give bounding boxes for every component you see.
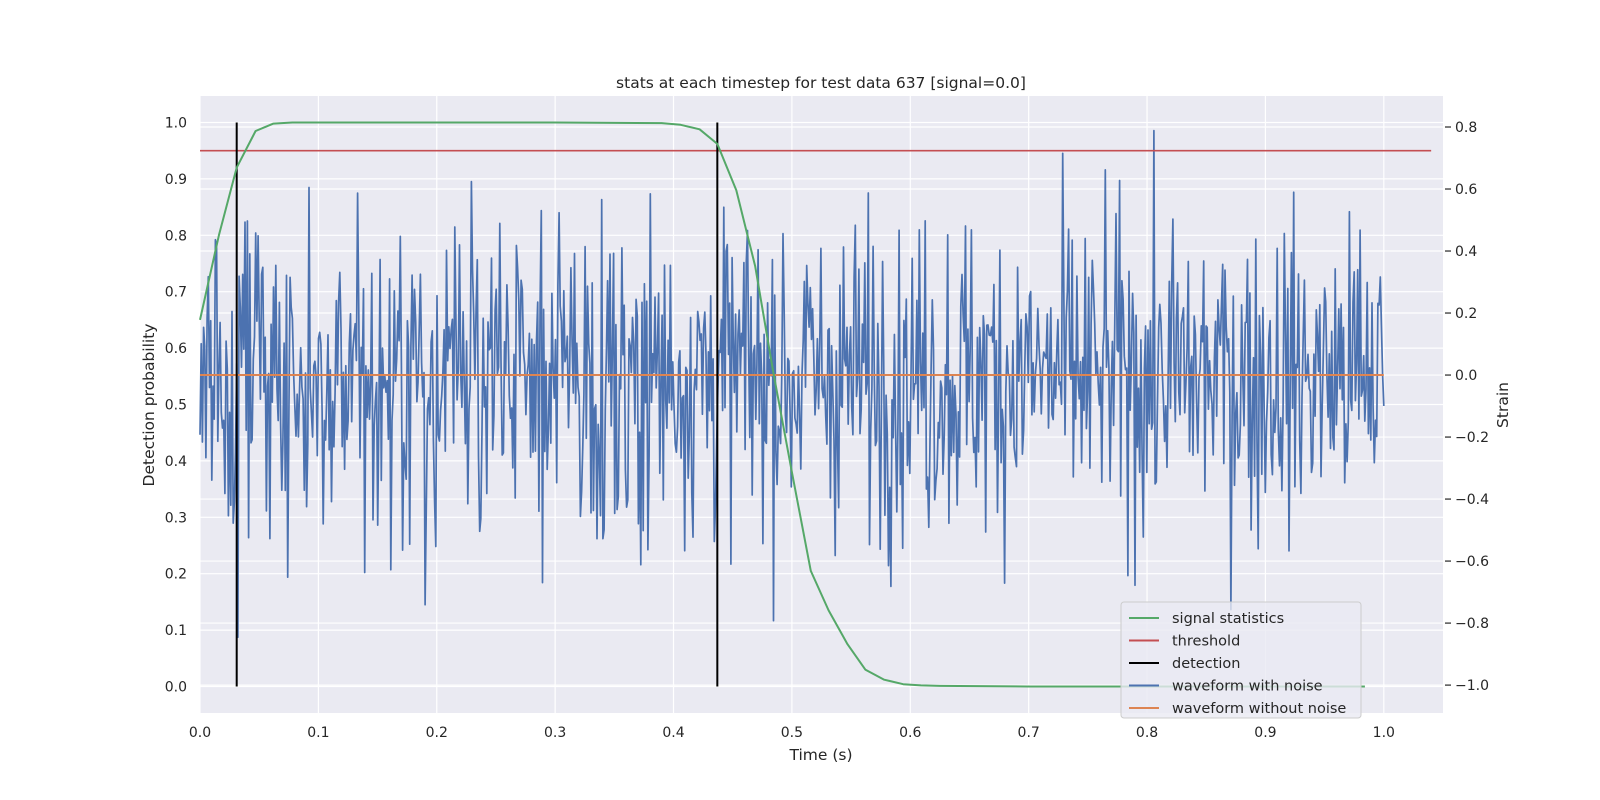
left-y-tick-label: 0.3 (165, 510, 187, 526)
right-y-tick-label: 0.6 (1455, 182, 1477, 198)
x-tick-label: 0.2 (426, 725, 448, 741)
x-tick-label: 0.7 (1018, 725, 1040, 741)
x-tick-label: 0.8 (1136, 725, 1158, 741)
left-y-tick-label: 0.9 (165, 172, 187, 188)
legend-entry: waveform without noise (1172, 701, 1346, 717)
left-y-tick-label: 0.2 (165, 567, 187, 583)
legend-entry: signal statistics (1172, 611, 1284, 627)
x-tick-label: 0.4 (662, 725, 684, 741)
left-y-axis-label: Detection probability (140, 324, 158, 487)
x-tick-label: 0.0 (189, 725, 211, 741)
legend-entry: waveform with noise (1172, 679, 1323, 695)
left-y-tick-label: 1.0 (165, 116, 187, 132)
left-y-tick-label: 0.7 (165, 285, 187, 301)
x-axis-label: Time (s) (788, 746, 852, 764)
right-y-tick-label: −0.4 (1455, 492, 1489, 508)
chart-title: stats at each timestep for test data 637… (616, 74, 1026, 92)
left-y-tick-label: 0.1 (165, 623, 187, 639)
legend: signal statistics threshold detection wavef… (1120, 601, 1362, 719)
legend-entry: detection (1172, 656, 1240, 672)
right-y-axis-ticks: −1.0 −0.8 −0.6 −0.4 −0.2 0.0 0.2 0.4 0.6 0.8 (1445, 120, 1489, 694)
left-y-axis-ticks: 0.0 0.1 0.2 0.3 0.4 0.5 0.6 0.7 0.8 0.9 1.0 (165, 116, 187, 696)
series-layer (199, 121, 1432, 688)
series-waveform-with-noise (199, 129, 1385, 639)
legend-frame (1120, 601, 1362, 719)
right-y-tick-label: 0.4 (1455, 244, 1477, 260)
right-y-tick-label: −0.8 (1455, 616, 1489, 632)
right-y-tick-label: −0.6 (1455, 554, 1489, 570)
left-y-tick-label: 0.0 (165, 679, 187, 695)
x-tick-label: 0.3 (544, 725, 566, 741)
right-y-tick-label: −1.0 (1455, 678, 1489, 694)
x-tick-label: 0.1 (307, 725, 329, 741)
left-y-tick-label: 0.4 (165, 454, 187, 470)
series-signal-statistics (199, 121, 1365, 688)
x-tick-label: 0.9 (1254, 725, 1276, 741)
legend-entry: threshold (1172, 634, 1240, 650)
x-tick-label: 0.6 (899, 725, 921, 741)
right-y-tick-label: 0.0 (1455, 368, 1477, 384)
x-axis-ticks: 0.0 0.1 0.2 0.3 0.4 0.5 0.6 0.7 0.8 0.9 1.0 (189, 725, 1395, 741)
right-y-tick-label: −0.2 (1455, 430, 1489, 446)
left-y-tick-label: 0.8 (165, 228, 187, 244)
right-y-tick-label: 0.8 (1455, 120, 1477, 136)
right-y-axis-label: Strain (1494, 382, 1512, 428)
right-y-tick-label: 0.2 (1455, 306, 1477, 322)
x-tick-label: 0.5 (781, 725, 803, 741)
x-tick-label: 1.0 (1373, 725, 1395, 741)
left-y-tick-label: 0.6 (165, 341, 187, 357)
left-y-tick-label: 0.5 (165, 398, 187, 414)
